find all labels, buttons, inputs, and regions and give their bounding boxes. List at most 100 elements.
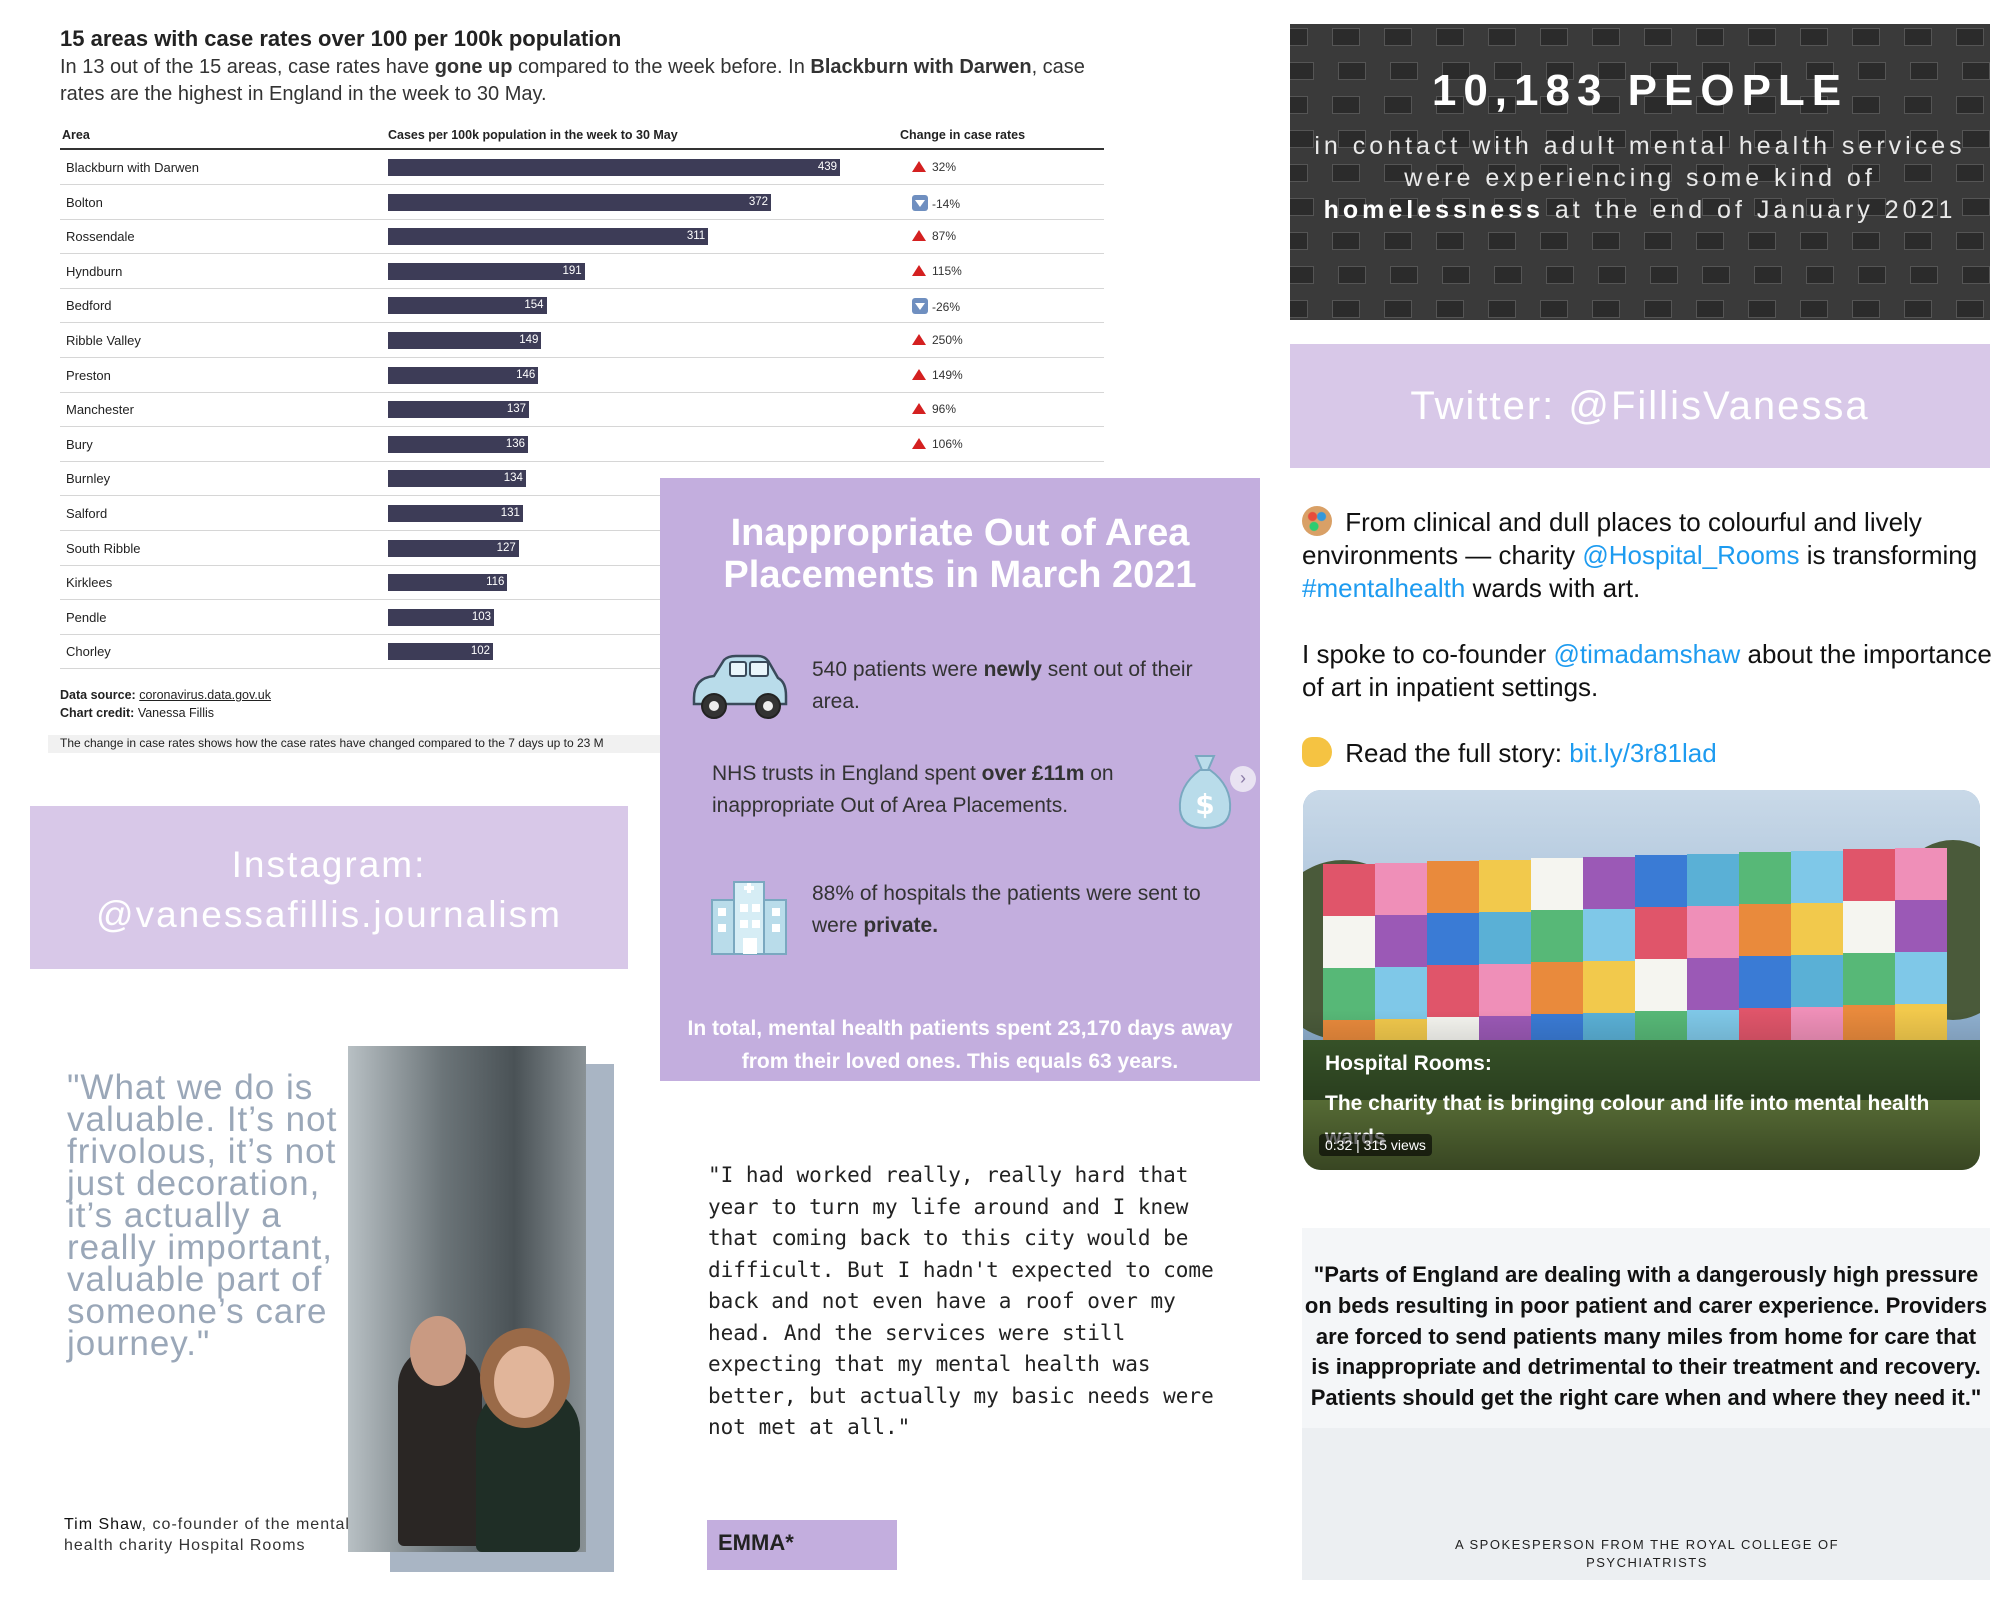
building-window — [1390, 130, 1418, 148]
change-value: 96% — [932, 402, 957, 417]
building-window — [1442, 130, 1470, 148]
building-window — [1806, 266, 1834, 284]
instagram-handle: @vanessafillis.journalism — [96, 894, 562, 935]
chevron-right-icon[interactable]: › — [1230, 766, 1256, 792]
mentalhealth-hashtag-link[interactable]: #mentalhealth — [1302, 573, 1466, 603]
tim-attribution: Tim Shaw, co-founder of the mental healt… — [64, 1514, 354, 1556]
item-text: on inappropriate Out of Area Placements. — [712, 762, 1114, 817]
story-link[interactable]: bit.ly/3r81lad — [1569, 738, 1717, 768]
source-link[interactable]: coronavirus.data.gov.uk — [139, 688, 272, 702]
building-window — [1800, 232, 1828, 250]
change-value: 32% — [932, 160, 957, 174]
stat-text: in contact with adult mental health serv… — [1314, 132, 1966, 192]
triangle-up-icon — [912, 230, 926, 242]
building-window — [1696, 232, 1724, 250]
building-panel — [1843, 953, 1895, 1005]
building-window — [1696, 28, 1724, 46]
bar-value-label: 102 — [470, 645, 491, 658]
bar-value-label: 191 — [562, 264, 582, 277]
building-panel — [1427, 913, 1479, 965]
video-player[interactable]: Hospital Rooms: The charity that is brin… — [1303, 790, 1980, 1170]
twitter-handle-banner[interactable]: Twitter: @FillisVanessa — [1290, 344, 1990, 468]
building-panel — [1843, 901, 1895, 953]
building-window — [1754, 62, 1782, 80]
change-value: 115% — [932, 263, 962, 278]
building-window — [1644, 28, 1672, 46]
building-window — [1806, 62, 1834, 80]
building-window — [1442, 266, 1470, 284]
building-window — [1290, 198, 1314, 216]
emma-quote-card: "I had worked really, really hard that y… — [690, 1150, 1250, 1580]
building-window — [1650, 266, 1678, 284]
building-window — [1540, 232, 1568, 250]
tweet: From clinical and dull places to colourf… — [1302, 506, 1992, 803]
change-cell: 96% — [912, 402, 956, 416]
stat-description: in contact with adult mental health serv… — [1310, 130, 1970, 226]
building-window — [1598, 62, 1626, 80]
building-panel — [1479, 911, 1531, 964]
building-window — [1332, 300, 1360, 318]
building-window — [1650, 198, 1678, 216]
building-panel — [1791, 954, 1843, 1007]
building-window — [1494, 62, 1522, 80]
backhand-index-pointing-right-icon — [1302, 737, 1332, 767]
item-bold: over £11m — [981, 762, 1085, 785]
building-window — [1290, 266, 1314, 284]
area-label: Burnley — [66, 471, 111, 487]
area-label: Ribble Valley — [66, 333, 141, 348]
building-window — [1748, 164, 1776, 182]
area-label: Kirklees — [66, 575, 113, 591]
oap-item-spend: NHS trusts in England spent over £11m on… — [712, 758, 1172, 822]
item-bold: private. — [863, 914, 939, 937]
case-rate-bar: 136 — [388, 435, 529, 453]
building-window — [1290, 232, 1308, 250]
bar-value-label: 311 — [686, 230, 706, 243]
timadamshaw-mention-link[interactable]: @timadamshaw — [1553, 639, 1741, 669]
building-window — [1800, 300, 1828, 318]
bar-value-label: 127 — [496, 541, 516, 554]
building-window — [1592, 232, 1620, 250]
building-window — [1546, 266, 1574, 284]
hospital-rooms-mention-link[interactable]: @Hospital_Rooms — [1582, 540, 1800, 570]
building-window — [1644, 96, 1672, 114]
chart-row: Chorley 102 — [60, 634, 1104, 670]
bar-value-label: 146 — [516, 368, 536, 381]
building-panel — [1739, 904, 1791, 956]
case-rate-bar: 154 — [388, 297, 547, 315]
building-window — [1332, 28, 1360, 46]
building-window — [1910, 62, 1938, 80]
building-window — [1748, 300, 1776, 318]
emma-quote: "I had worked really, really hard that y… — [708, 1163, 1227, 1439]
building-window — [1384, 28, 1412, 46]
bar-value-label: 136 — [505, 437, 526, 450]
chart-row: Burnley 134 — [60, 461, 1104, 497]
tweet-text: I spoke to co-founder — [1302, 639, 1554, 669]
subtitle-bold: Blackburn with Darwen — [810, 56, 1032, 78]
building-window — [1290, 28, 1308, 46]
building-window — [1754, 198, 1782, 216]
item-text: sent out of their area. — [812, 658, 1193, 713]
change-value: -14% — [932, 196, 961, 211]
building-window — [1852, 300, 1880, 318]
header-rule — [60, 148, 1104, 150]
building-window — [1488, 300, 1516, 318]
building-panel — [1791, 902, 1843, 955]
chart-row: Bolton 372 -14% — [60, 185, 1104, 220]
money-bag-icon: $ — [1178, 755, 1232, 830]
building-window — [1956, 232, 1984, 250]
building-panel — [1687, 957, 1739, 1010]
subtitle-text: In 13 out of the 15 areas, case rates ha… — [60, 56, 435, 78]
video-views: 315 views — [1363, 1137, 1426, 1153]
building-window — [1384, 300, 1412, 318]
chart-subtitle: In 13 out of the 15 areas, case rates ha… — [60, 54, 1100, 108]
building-window — [1436, 164, 1464, 182]
building-window — [1494, 266, 1522, 284]
building-window — [1494, 198, 1522, 216]
building-window — [1904, 300, 1932, 318]
building-panel — [1375, 862, 1427, 915]
instagram-handle-banner[interactable]: Instagram: @vanessafillis.journalism — [30, 806, 628, 969]
building-window — [1592, 164, 1620, 182]
triangle-up-icon — [912, 403, 926, 415]
change-cell: -26% — [912, 298, 960, 315]
tim-shaw-quote-card: "What we do is valuable. It’s not frivol… — [30, 1032, 626, 1582]
